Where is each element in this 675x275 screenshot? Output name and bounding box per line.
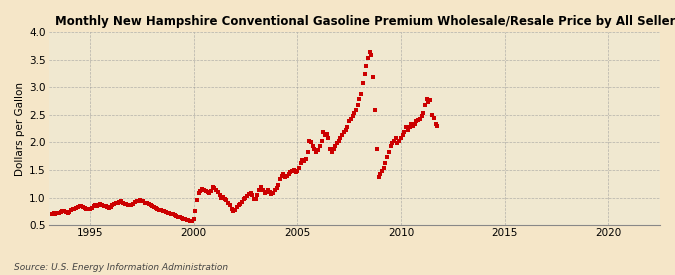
Y-axis label: Dollars per Gallon: Dollars per Gallon [15,82,25,175]
Text: Source: U.S. Energy Information Administration: Source: U.S. Energy Information Administ… [14,263,227,272]
Text: Monthly New Hampshire Conventional Gasoline Premium Wholesale/Resale Price by Al: Monthly New Hampshire Conventional Gasol… [55,15,675,28]
